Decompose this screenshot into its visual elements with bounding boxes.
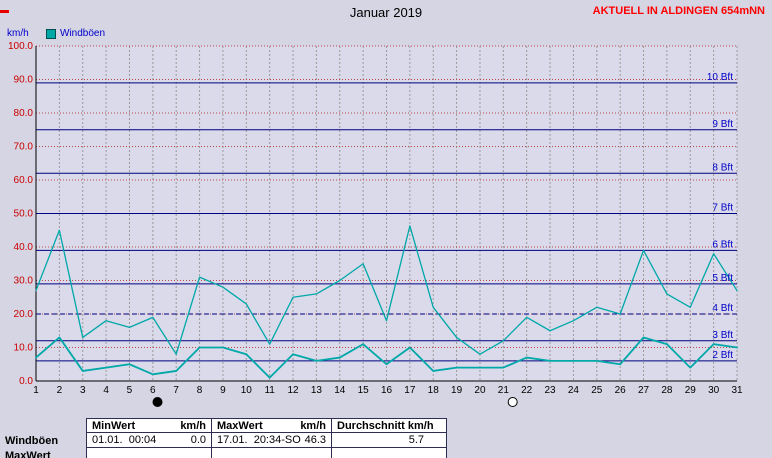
x-tick-label: 2	[57, 385, 63, 396]
x-tick-label: 7	[173, 385, 179, 396]
x-tick-label: 17	[404, 385, 416, 396]
x-tick-label: 8	[197, 385, 203, 396]
x-tick-label: 26	[615, 385, 627, 396]
x-tick-label: 12	[287, 385, 299, 396]
x-tick-label: 3	[80, 385, 86, 396]
y-tick-label: 60.0	[14, 175, 34, 186]
bft-label: 6 Bft	[712, 239, 733, 250]
stats-row-label: Windböen	[5, 435, 59, 447]
series-line-1	[35, 336, 738, 379]
avg-value-cell: 5.7	[331, 432, 447, 448]
wind-gust-line-chart: 0.0 10.0 20.0 30.0 40.0 50.0 60.0 70.0 80.0 90.0 1…	[8, 41, 743, 407]
y-tick-label: 80.0	[14, 108, 34, 119]
x-tick-label: 14	[334, 385, 346, 396]
avg-header-label: Durchschnitt km/h	[337, 419, 434, 432]
chart-title: Januar 2019	[349, 5, 423, 20]
max-unit-label: km/h	[300, 419, 326, 432]
x-tick-label: 22	[521, 385, 533, 396]
bft-label: 8 Bft	[712, 162, 733, 173]
avg-value: 5.7	[408, 434, 424, 446]
min-datetime: 01.01. 00:04	[92, 434, 157, 446]
min-value-cell: 01.01. 00:04 0.0	[86, 432, 212, 448]
min-value: 0.0	[190, 434, 206, 446]
min-unit-label: km/h	[180, 419, 206, 432]
x-tick-label: 28	[661, 385, 673, 396]
new-moon-icon	[152, 397, 163, 407]
y-tick-label: 40.0	[14, 242, 34, 253]
x-tick-label: 1	[33, 385, 39, 396]
x-tick-label: 20	[474, 385, 486, 396]
x-tick-label: 11	[264, 385, 275, 396]
x-tick-label: 9	[220, 385, 226, 396]
windboeen-legend-swatch-icon	[46, 28, 56, 39]
next-max-cell	[211, 447, 332, 458]
x-tick-label: 30	[708, 385, 720, 396]
stats-table: MinWert km/h MaxWert km/h Durchschnitt k…	[0, 418, 772, 458]
max-header-label: MaxWert	[217, 419, 263, 432]
bft-label: 5 Bft	[712, 273, 733, 284]
x-tick-label: 25	[591, 385, 603, 396]
x-tick-label: 24	[568, 385, 580, 396]
y-tick-label: 20.0	[14, 309, 34, 320]
station-banner: AKTUELL IN ALDINGEN 654mNN	[592, 5, 765, 17]
x-tick-label: 19	[451, 385, 463, 396]
x-tick-label: 15	[358, 385, 370, 396]
max-header-cell: MaxWert km/h	[211, 418, 332, 433]
min-header-cell: MinWert km/h	[86, 418, 212, 433]
x-tick-label: 31	[731, 385, 743, 396]
red-edge-marker	[0, 10, 9, 13]
bft-label: 3 Bft	[712, 330, 733, 341]
x-tick-label: 16	[381, 385, 393, 396]
bft-label: 4 Bft	[712, 303, 733, 314]
next-avg-cell	[331, 447, 447, 458]
y-tick-label: 100.0	[8, 41, 33, 52]
y-tick-label: 90.0	[14, 75, 34, 86]
avg-header-cell: Durchschnitt km/h	[331, 418, 447, 433]
bft-label: 2 Bft	[712, 350, 733, 361]
x-tick-label: 13	[311, 385, 323, 396]
bft-label: 9 Bft	[712, 119, 733, 130]
full-moon-icon	[507, 397, 518, 407]
bft-label: 7 Bft	[712, 203, 733, 214]
y-tick-label: 0.0	[19, 376, 33, 387]
max-datetime: 17.01. 20:34-SO	[217, 434, 301, 446]
min-header-label: MinWert	[92, 419, 136, 432]
y-tick-label: 10.0	[14, 343, 34, 354]
stats-next-row-label: MaxWert	[5, 450, 51, 458]
y-tick-label: 50.0	[14, 209, 34, 220]
y-axis-unit-label: km/h	[7, 28, 29, 39]
y-tick-label: 70.0	[14, 142, 34, 153]
next-min-cell	[86, 447, 212, 458]
legend: Windböen	[46, 28, 105, 39]
series-line-0	[35, 225, 738, 355]
max-value-cell: 17.01. 20:34-SO 46.3	[211, 432, 332, 448]
max-value: 46.3	[304, 434, 326, 446]
windboeen-legend-label: Windböen	[60, 28, 106, 39]
x-tick-label: 23	[545, 385, 557, 396]
x-tick-label: 18	[428, 385, 440, 396]
x-tick-label: 6	[150, 385, 156, 396]
y-tick-label: 30.0	[14, 276, 34, 287]
x-tick-label: 4	[103, 385, 109, 396]
x-tick-label: 10	[241, 385, 253, 396]
x-tick-label: 5	[127, 385, 133, 396]
x-tick-label: 21	[498, 385, 510, 396]
x-tick-label: 27	[638, 385, 650, 396]
x-tick-label: 29	[685, 385, 697, 396]
bft-label: 10 Bft	[707, 72, 733, 83]
